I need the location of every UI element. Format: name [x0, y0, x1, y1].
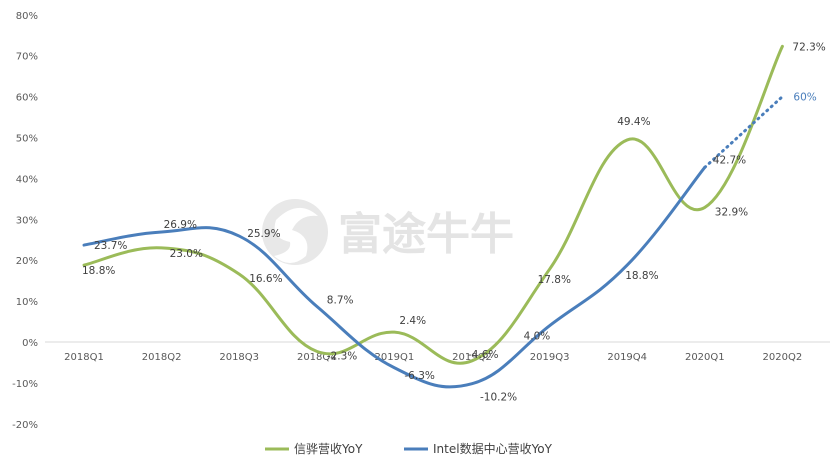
y-axis: -20% -10% 0% 10% 20% 30% 40% 50% 60% 70% 80%	[12, 11, 38, 431]
x-tick-label: 2019Q4	[607, 352, 647, 363]
legend-label: Intel数据中心营收YoY	[433, 441, 553, 456]
y-tick-label: 10%	[16, 297, 38, 308]
data-label: 23.0%	[170, 248, 203, 260]
series-lines	[82, 44, 784, 389]
data-label: 72.3%	[792, 41, 825, 53]
data-label: -4.6%	[468, 349, 498, 361]
x-tick-label: 2020Q2	[763, 352, 803, 363]
data-label: 4.0%	[524, 331, 551, 343]
data-label: 18.8%	[82, 265, 115, 277]
data-label: 8.7%	[327, 294, 354, 306]
x-tick-label: 2019Q1	[375, 352, 415, 363]
legend-item: Intel数据中心营收YoY	[404, 441, 553, 456]
data-labels: 18.8% 23.0% 16.6% -2.3% 2.4% -4.6% 17.8% 49.4% 3…	[82, 41, 826, 403]
data-label: -6.3%	[404, 370, 434, 382]
legend-label: 信骅营收YoY	[294, 442, 363, 456]
y-tick-label: 50%	[16, 134, 38, 145]
x-tick-label: 2019Q3	[530, 352, 570, 363]
y-tick-label: 20%	[16, 256, 38, 267]
y-tick-label: 60%	[16, 93, 38, 104]
x-tick-label: 2018Q2	[142, 352, 182, 363]
y-tick-label: 0%	[22, 338, 38, 349]
data-label: 2.4%	[399, 315, 426, 327]
data-label: 23.7%	[94, 240, 127, 252]
y-tick-label: -10%	[12, 379, 38, 390]
watermark: 富途牛牛	[262, 199, 514, 265]
legend-item: 信骅营收YoY	[265, 442, 363, 456]
y-tick-label: 40%	[16, 174, 38, 185]
watermark-logo-icon	[262, 199, 328, 265]
x-axis: 2018Q1 2018Q2 2018Q3 2018Q4 2019Q1 2019Q2 2019…	[45, 341, 830, 363]
series-line-aspeed-revenue-yoy	[82, 44, 784, 365]
y-tick-label: 30%	[16, 215, 38, 226]
data-label: 17.8%	[538, 274, 571, 286]
data-label: 18.8%	[625, 270, 658, 282]
x-tick-label: 2018Q1	[64, 352, 104, 363]
data-label: 49.4%	[617, 116, 650, 128]
y-tick-label: -20%	[12, 420, 38, 431]
y-tick-label: 80%	[16, 11, 38, 22]
x-tick-label: 2018Q3	[219, 352, 259, 363]
data-label: -2.3%	[327, 350, 357, 362]
y-tick-label: 70%	[16, 52, 38, 63]
watermark-text: 富途牛牛	[338, 209, 514, 260]
data-label: 25.9%	[247, 228, 280, 240]
legend: 信骅营收YoY Intel数据中心营收YoY	[265, 441, 553, 456]
series-line-intel-dc-revenue-yoy	[82, 165, 707, 389]
series-line-projection	[703, 95, 784, 169]
data-label: 60%	[793, 92, 816, 104]
data-label: 32.9%	[715, 206, 748, 218]
data-label: 26.9%	[164, 219, 197, 231]
data-label: -10.2%	[480, 392, 517, 404]
data-label: 42.7%	[713, 154, 746, 166]
x-tick-label: 2020Q1	[685, 352, 725, 363]
x-tick-label: 2018Q4	[297, 352, 337, 363]
data-label: 16.6%	[249, 273, 282, 285]
x-tick-label: 2019Q2	[452, 352, 492, 363]
